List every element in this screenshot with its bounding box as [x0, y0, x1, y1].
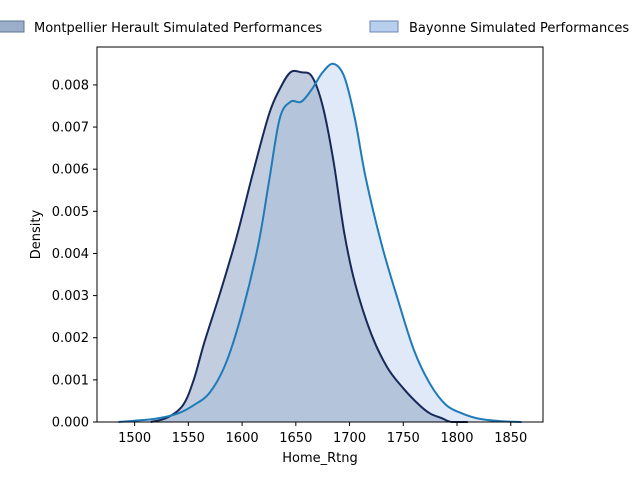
density-area-0	[150, 70, 468, 422]
x-tick-label: 1850	[494, 431, 527, 446]
plot-fills	[118, 63, 522, 423]
legend-swatch	[369, 20, 399, 33]
y-tick-label: 0.005	[52, 205, 89, 220]
x-tick-label: 1800	[440, 431, 473, 446]
legend-swatch	[0, 20, 25, 33]
y-axis-ticks: 0.000 0.001 0.002 0.003 0.004 0.005 0.006 0.007…	[52, 78, 97, 431]
y-axis-label: Density	[29, 209, 44, 259]
y-tick-label: 0.004	[52, 247, 89, 262]
y-tick-label: 0.002	[52, 331, 89, 346]
x-tick-label: 1700	[333, 431, 366, 446]
x-tick-label: 1550	[172, 431, 205, 446]
x-axis-label: Home_Rtng	[282, 451, 358, 466]
axes-frame	[96, 46, 544, 423]
legend-label: Montpellier Herault Simulated Performanc…	[34, 21, 322, 36]
legend-label: Bayonne Simulated Performances	[409, 21, 629, 36]
plot-lines	[118, 62, 522, 424]
density-line-1	[118, 62, 522, 423]
x-tick-label: 1500	[118, 431, 151, 446]
y-tick-label: 0.006	[52, 163, 89, 178]
x-tick-label: 1650	[279, 431, 312, 446]
y-tick-label: 0.008	[52, 78, 89, 93]
y-tick-label: 0.003	[52, 289, 89, 304]
density-line-0	[150, 69, 468, 424]
y-tick-label: 0.001	[52, 373, 89, 388]
x-axis-ticks: 1500 1550 1600 1650 1700 1750 1800 1850	[118, 422, 527, 446]
legend: Montpellier Herault Simulated Performanc…	[0, 20, 629, 36]
x-tick-label: 1750	[387, 431, 420, 446]
x-tick-label: 1600	[226, 431, 259, 446]
y-tick-label: 0.007	[52, 121, 89, 136]
y-tick-label: 0.000	[52, 416, 89, 431]
